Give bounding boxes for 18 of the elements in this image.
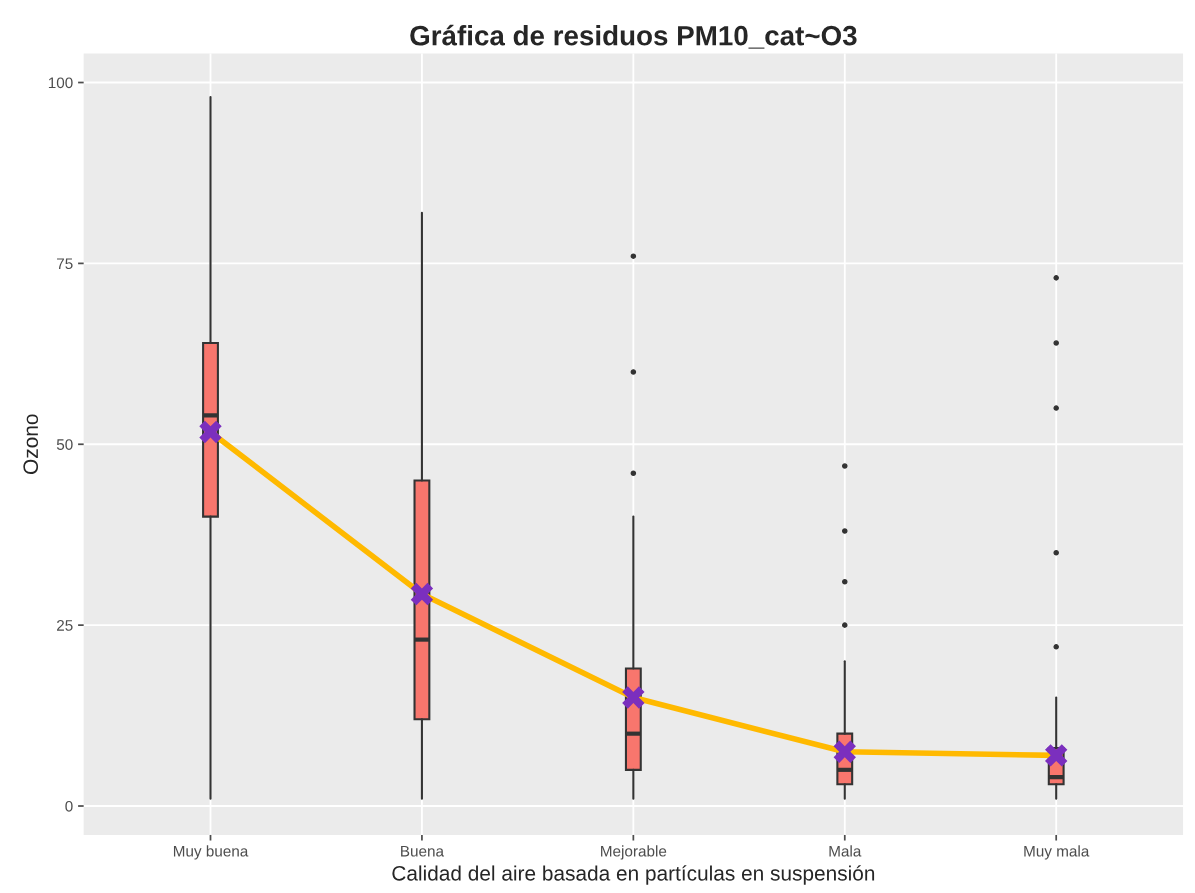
x-tick-label: Mala bbox=[829, 845, 862, 857]
y-tick-label: 50 bbox=[56, 439, 73, 450]
y-tick-label: 100 bbox=[48, 77, 73, 89]
y-tick-label: 0 bbox=[65, 800, 73, 812]
point bbox=[410, 582, 434, 606]
point bbox=[833, 740, 856, 763]
point bbox=[622, 686, 645, 709]
y-tick-label: 25 bbox=[57, 620, 73, 631]
chart-title: Gráfica de residuos PM10_cat~O3 bbox=[410, 24, 857, 49]
x-tick-label: Muy mala bbox=[1024, 845, 1090, 860]
point bbox=[199, 420, 222, 444]
x-axis-title: Calidad del aire basada en partículas en suspensión bbox=[392, 865, 875, 885]
x-tick-label: Muy buena bbox=[173, 845, 249, 860]
x-tick-label: Mejorable bbox=[601, 845, 667, 860]
x-tick-label: Buena bbox=[401, 845, 445, 857]
y-tick-label: 75 bbox=[57, 258, 73, 270]
y-axis-title: Ozono bbox=[23, 414, 39, 474]
point bbox=[1045, 744, 1068, 767]
